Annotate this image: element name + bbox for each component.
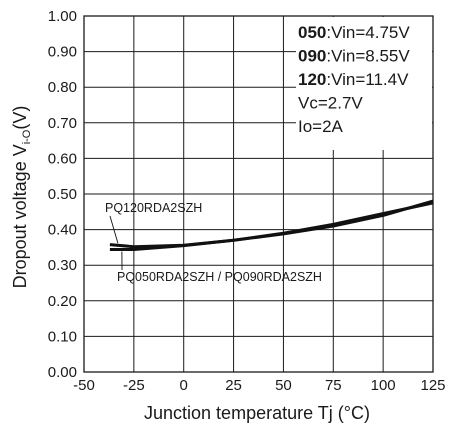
x-tick-label: 125 [420,377,445,394]
y-tick-label: 0.70 [48,115,77,132]
series-labels: PQ120RDA2SZH PQ050RDA2SZH / PQ090RDA2SZH [105,201,322,284]
condition-value: :Vin=8.55V [326,47,410,66]
y-tick-label: 0.10 [48,328,77,345]
tick-labels: -50 -25 0 25 50 75 100 125 0.00 0.10 0.20 0.30 0.40 0… [48,8,446,394]
y-tick-label: 0.50 [48,186,77,203]
condition-device-code: 050 [298,23,326,42]
x-tick-label: -50 [73,377,95,394]
y-tick-label: 0.90 [48,44,77,61]
conditions-box: 050:Vin=4.75V090:Vin=8.55V120:Vin=11.4VV… [296,17,432,150]
conditions-background [296,17,432,150]
condition-line: 050:Vin=4.75V [298,23,410,42]
leader-line [109,215,119,244]
condition-line: 090:Vin=8.55V [298,47,410,66]
y-tick-label: 0.80 [48,79,77,96]
y-tick-label: 0.30 [48,257,77,274]
x-tick-label: 50 [275,377,292,394]
y-axis-title-main: Dropout voltage V [10,144,30,288]
series-line [109,201,434,251]
x-tick-label: 100 [371,377,396,394]
y-axis-title: Dropout voltage Vi-O(V) [10,106,33,289]
condition-value: Vc=2.7V [298,94,363,113]
plot-frame [83,15,434,373]
y-tick-label: 0.40 [48,222,77,239]
series-lines [109,199,434,251]
y-axis-title-unit: (V) [10,106,30,130]
x-tick-label: 0 [180,377,188,394]
series-label-pq050-pq090: PQ050RDA2SZH / PQ090RDA2SZH [117,270,322,284]
condition-device-code: 090 [298,47,326,66]
x-tick-label: -25 [123,377,145,394]
y-tick-label: 0.60 [48,150,77,167]
y-tick-label: 0.00 [48,364,77,381]
y-axis-title-subscript: i-O [21,129,33,144]
condition-device-code: 120 [298,70,326,89]
x-tick-label: 75 [325,377,342,394]
condition-value: Io=2A [298,117,344,136]
condition-value: :Vin=4.75V [326,23,410,42]
y-tick-label: 0.20 [48,293,77,310]
x-tick-label: 25 [225,377,242,394]
condition-line: 120:Vin=11.4V [298,70,409,89]
condition-line: Io=2A [298,117,344,136]
condition-value: :Vin=11.4V [326,70,409,89]
y-tick-label: 1.00 [48,8,77,25]
condition-line: Vc=2.7V [298,94,363,113]
x-axis-title: Junction temperature Tj (°C) [144,403,370,423]
series-label-pq120: PQ120RDA2SZH [105,201,202,215]
